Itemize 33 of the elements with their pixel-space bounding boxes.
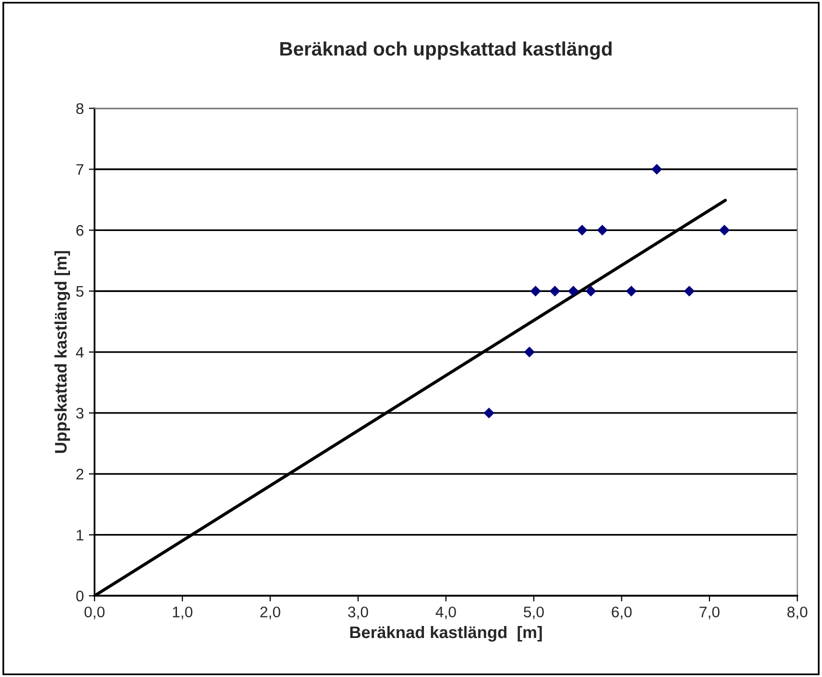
y-tick-label: 5 bbox=[76, 286, 84, 297]
y-tick-label: 1 bbox=[76, 530, 84, 540]
x-tick-label: 1,0 bbox=[172, 606, 192, 620]
y-tick-label: 7 bbox=[76, 164, 84, 175]
point bbox=[596, 224, 608, 236]
y-tick-label: 3 bbox=[76, 408, 84, 419]
y-tick-label: 8 bbox=[76, 103, 84, 114]
x-tick-label: 8,0 bbox=[787, 606, 808, 620]
x-tick-label: 4,0 bbox=[436, 606, 456, 620]
x-tick-label: 2,0 bbox=[260, 606, 280, 620]
point bbox=[484, 408, 494, 418]
point bbox=[651, 164, 662, 175]
point bbox=[549, 286, 560, 296]
point bbox=[626, 286, 637, 296]
point bbox=[684, 286, 695, 296]
point bbox=[524, 346, 535, 358]
point bbox=[719, 224, 730, 236]
point bbox=[576, 224, 588, 236]
y-tick-label: 6 bbox=[76, 225, 84, 236]
chart-title: Beräknad och uppskattad kastlängd bbox=[280, 41, 612, 60]
x-tick-label: 7,0 bbox=[700, 606, 720, 620]
x-tick-label: 5,0 bbox=[524, 606, 544, 620]
y-tick-label: 2 bbox=[76, 468, 84, 480]
y-tick-label: 4 bbox=[76, 347, 84, 358]
point bbox=[568, 286, 579, 296]
x-tick-label: 6,0 bbox=[612, 606, 632, 620]
x-axis-title: Beräknad kastlängd [m] bbox=[350, 626, 542, 642]
x-tick-label: 0,0 bbox=[84, 606, 105, 620]
y-axis-title: Uppskattad kastlängd [m] bbox=[54, 251, 70, 453]
point bbox=[586, 286, 596, 296]
y-tick-label: 0 bbox=[76, 590, 84, 602]
x-tick-label: 3,0 bbox=[348, 606, 368, 620]
point bbox=[530, 286, 541, 296]
